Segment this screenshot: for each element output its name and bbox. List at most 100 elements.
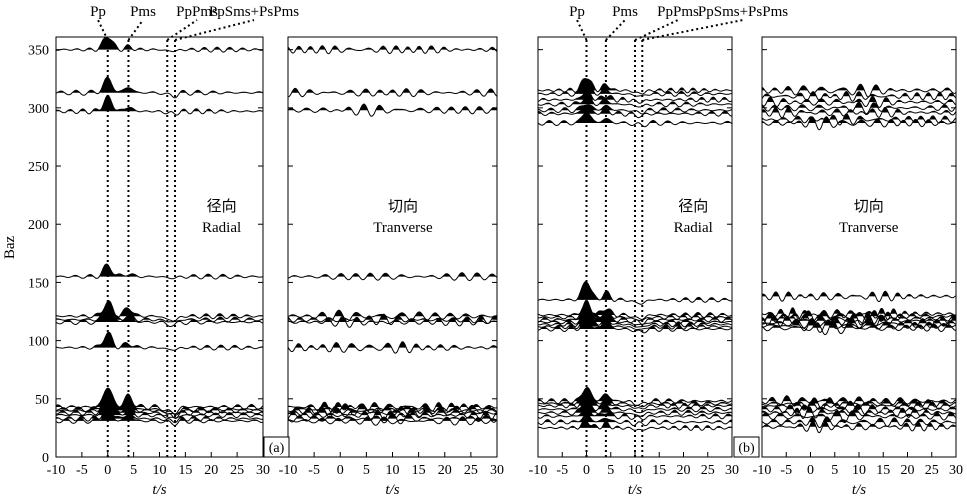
- phase-leader: [127, 19, 144, 41]
- x-tick-label: 10: [386, 463, 400, 478]
- trace-fill: [762, 116, 956, 123]
- trace-group: [761, 83, 957, 434]
- trace-fill: [288, 316, 497, 322]
- trace-line: [55, 76, 264, 99]
- trace-fill: [769, 401, 956, 406]
- subplot-title-cn: 径向: [678, 198, 708, 215]
- x-tick-label: -5: [780, 463, 792, 478]
- x-axis-label: t/s: [152, 482, 166, 498]
- x-tick-label: -10: [529, 463, 548, 478]
- subplot-title-en: Tranverse: [839, 220, 899, 236]
- axes-frame: [287, 36, 498, 458]
- y-tick-label: 100: [28, 335, 49, 350]
- y-tick-label: 350: [28, 44, 49, 59]
- trace-fill: [288, 310, 497, 317]
- x-tick-label: 15: [876, 463, 890, 478]
- trace-line: [538, 305, 733, 322]
- x-tick-label: 15: [652, 463, 666, 478]
- trace-line: [55, 411, 264, 427]
- y-tick-label: 150: [28, 276, 49, 291]
- trace-line: [761, 90, 957, 102]
- trace-fill: [288, 416, 497, 421]
- trace-line: [537, 403, 733, 417]
- phase-leader: [576, 19, 588, 41]
- trace-fill: [762, 84, 951, 91]
- trace-fill: [288, 104, 497, 111]
- x-tick-label: 15: [412, 463, 426, 478]
- trace-line: [761, 106, 957, 119]
- phase-label: PpPms: [657, 4, 699, 20]
- trace-fill: [63, 411, 259, 421]
- x-tick-label: -10: [279, 463, 298, 478]
- trace-line: [761, 416, 957, 429]
- trace-group: [55, 36, 264, 427]
- trace-line: [537, 406, 733, 421]
- trace-fill: [538, 107, 729, 114]
- trace-line: [55, 404, 264, 419]
- trace-line: [537, 317, 732, 331]
- y-tick-label: 200: [28, 218, 49, 233]
- trace-line: [761, 395, 957, 407]
- trace-fill: [762, 307, 953, 314]
- y-tick-label: 50: [35, 393, 49, 408]
- trace-fill: [544, 407, 732, 417]
- phase-label: Pp: [90, 4, 106, 20]
- trace-fill: [762, 416, 952, 423]
- x-tick-label: -10: [47, 463, 66, 478]
- trace-line: [55, 94, 264, 116]
- trace-line: [287, 416, 498, 426]
- x-tick-label: 5: [363, 463, 370, 478]
- phase-leader: [174, 19, 255, 41]
- subplot-title-cn: 径向: [207, 198, 237, 215]
- trace-line: [761, 409, 957, 424]
- trace-line: [287, 45, 498, 55]
- x-tick-label: 20: [901, 463, 915, 478]
- x-tick-label: 20: [438, 463, 452, 478]
- x-axis-label: t/s: [852, 482, 866, 498]
- x-axis-label: t/s: [385, 482, 399, 498]
- x-tick-label: -10: [753, 463, 772, 478]
- x-tick-label: 5: [607, 463, 614, 478]
- x-tick-label: -5: [76, 463, 88, 478]
- x-tick-label: 30: [725, 463, 739, 478]
- x-tick-label: 5: [130, 463, 137, 478]
- trace-line: [761, 95, 957, 109]
- x-tick-label: 0: [583, 463, 590, 478]
- x-tick-label: 25: [464, 463, 478, 478]
- trace-line: [55, 405, 263, 424]
- trace-fill: [56, 300, 263, 317]
- trace-line: [287, 87, 498, 98]
- phase-label: Pms: [130, 4, 156, 20]
- phase-leader: [97, 19, 109, 41]
- panel-tag-box: [733, 436, 760, 458]
- trace-line: [761, 310, 957, 323]
- phase-label: Pp: [569, 4, 585, 20]
- trace-line: [761, 116, 957, 131]
- trace-fill: [288, 45, 497, 50]
- trace-line: [761, 406, 957, 420]
- trace-line: [287, 103, 498, 117]
- x-axis-label: t/s: [628, 482, 642, 498]
- y-tick-label: 300: [28, 102, 49, 117]
- subplot-title-en: Radial: [202, 220, 241, 236]
- trace-line: [55, 36, 264, 53]
- trace-line: [288, 401, 498, 413]
- trace-line: [55, 331, 263, 351]
- subplot-title-en: Tranverse: [373, 220, 433, 236]
- trace-line: [287, 341, 498, 354]
- x-tick-label: 15: [178, 463, 192, 478]
- trace-fill: [293, 406, 497, 411]
- trace-line: [537, 78, 733, 95]
- axes-frame: [55, 36, 264, 458]
- trace-line: [55, 311, 264, 327]
- trace-fill: [64, 312, 262, 322]
- trace-fill: [56, 388, 263, 407]
- trace-fill: [762, 404, 956, 410]
- trace-fill: [538, 300, 732, 315]
- trace-fill: [545, 94, 732, 105]
- phase-label: PpSms+PsPms: [209, 4, 299, 20]
- subplot-transverse: -10 -5 0 5 10 15 20 25 30 t/s 切向 Tranverse: [753, 36, 963, 498]
